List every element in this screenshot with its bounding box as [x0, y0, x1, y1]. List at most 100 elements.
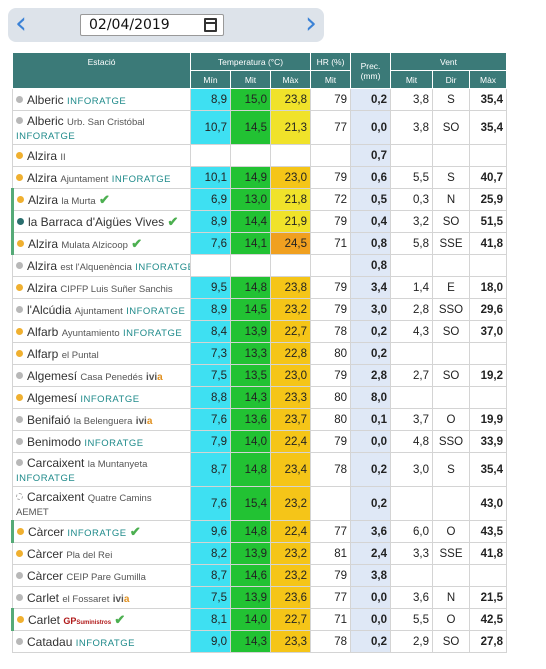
table-row[interactable]: Alfarb Ayuntamiento INFORATGE 8,4 13,9 22,7…	[12, 320, 508, 343]
precipitation-cell: 0,4	[350, 210, 391, 233]
table-row[interactable]: Alzira Mulata Alzicoop ✔ 7,6 14,1 24,5 71 0,8…	[11, 232, 508, 255]
table-row[interactable]: Algemesí Casa Penedés ivia 7,5 13,5 23,0 79 2…	[12, 364, 508, 387]
station-name-cell[interactable]: Catadau INFORATGE	[12, 630, 191, 653]
header-prec: Prec. (mm)	[350, 52, 391, 89]
humidity-cell: 79	[310, 210, 351, 233]
date-input[interactable]: 02/04/2019	[80, 14, 224, 36]
table-row[interactable]: Càrcer INFORATGE ✔ 9,6 14,8 22,4 77 3,6 6,0 O 43…	[11, 520, 508, 543]
temp-min-cell: 8,7	[190, 452, 231, 487]
table-row[interactable]: Alfarp el Puntal 7,3 13,3 22,8 80 0,2	[12, 342, 508, 365]
station-name-cell[interactable]: Càrcer Pla del Rei	[12, 542, 191, 565]
wind-max-cell: 51,5	[468, 210, 508, 233]
table-row[interactable]: la Barraca d'Aigües Vives ✔ 8,9 14,4 21,9 79…	[11, 210, 508, 233]
precipitation-cell: 0,2	[350, 320, 391, 343]
table-row[interactable]: Benifaió la Belenguera ivia 7,6 13,6 23,7 80…	[12, 408, 508, 431]
temp-mit-cell: 13,9	[230, 320, 271, 343]
table-row[interactable]: Carlet el Fossaret ivia 7,5 13,9 23,6 77 0,0 3…	[12, 586, 508, 609]
header-vent-dir: Dir	[432, 70, 470, 89]
station-name-cell[interactable]: Alberic INFORATGE	[12, 88, 191, 111]
inforatge-badge: INFORATGE	[16, 472, 76, 484]
station-name-cell[interactable]: la Barraca d'Aigües Vives ✔	[11, 210, 191, 233]
table-row[interactable]: Alzira est l'Alquenència INFORATGE 0,8	[12, 254, 508, 277]
ivia-logo: ivia	[146, 372, 163, 383]
humidity-cell: 79	[310, 564, 351, 587]
station-status-dot	[16, 349, 23, 357]
table-row[interactable]: Carlet GPSuministros ✔ 8,1 14,0 22,7 71 0,0 5,…	[11, 608, 508, 631]
station-name-cell[interactable]: Càrcer CEIP Pare Gumilla	[12, 564, 191, 587]
station-name-cell[interactable]: l'Alcúdia Ajuntament INFORATGE	[12, 298, 191, 321]
station-name-cell[interactable]: Alfarp el Puntal	[12, 342, 191, 365]
station-name: Càrcer	[27, 568, 64, 583]
precipitation-cell: 0,0	[350, 110, 391, 145]
table-row[interactable]: Càrcer Pla del Rei 8,2 13,9 23,2 81 2,4 3,3 SSE…	[12, 542, 508, 565]
station-name-cell[interactable]: Carcaixent Quatre Camins AEMET	[12, 486, 191, 521]
station-name-cell[interactable]: Alzira est l'Alquenència INFORATGE	[12, 254, 191, 277]
station-name-cell[interactable]: Benifaió la Belenguera ivia	[12, 408, 191, 431]
temp-max-cell: 23,6	[270, 586, 311, 609]
wind-avg-cell: 3,2	[390, 210, 433, 233]
temp-min-cell: 8,7	[190, 564, 231, 587]
calendar-icon[interactable]	[204, 18, 217, 32]
table-row[interactable]: Alzira II 0,7	[12, 144, 508, 167]
temp-min-cell	[190, 144, 231, 167]
table-row[interactable]: Alzira Ajuntament INFORATGE 10,1 14,9 23,0 7…	[12, 166, 508, 189]
station-name-cell[interactable]: Alfarb Ayuntamiento INFORATGE	[12, 320, 191, 343]
chevron-left-icon[interactable]: ‹	[15, 6, 27, 41]
station-location: CIPFP Luis Suñer Sanchis	[60, 283, 173, 295]
station-status-dot	[16, 437, 23, 445]
temp-max-cell: 22,8	[270, 342, 311, 365]
station-name-cell[interactable]: Algemesí Casa Penedés ivia	[12, 364, 191, 387]
temp-mit-cell: 13,9	[230, 586, 271, 609]
station-name-cell[interactable]: Carlet GPSuministros ✔	[11, 608, 191, 631]
temp-max-cell	[270, 254, 311, 277]
table-row[interactable]: Càrcer CEIP Pare Gumilla 8,7 14,6 23,2 79 3,8	[12, 564, 508, 587]
wind-direction-cell: S	[432, 166, 470, 189]
station-name-cell[interactable]: Alberic Urb. San Cristóbal INFORATGE	[12, 110, 191, 145]
temp-max-cell: 23,8	[270, 276, 311, 299]
station-status-dot	[17, 239, 24, 247]
wind-max-cell: 41,8	[468, 542, 508, 565]
station-location: Mulata Alzicoop	[61, 239, 128, 251]
checkmark-icon: ✔	[167, 213, 179, 229]
wind-avg-cell: 1,4	[390, 276, 433, 299]
header-temp-min: Mín	[190, 70, 231, 89]
wind-direction-cell: SO	[432, 320, 470, 343]
table-row[interactable]: Alzira la Murta ✔ 6,9 13,0 21,8 72 0,5 0,3 N 25,…	[11, 188, 508, 211]
station-name-cell[interactable]: Algemesí INFORATGE	[12, 386, 191, 409]
station-name-cell[interactable]: Alzira la Murta ✔	[11, 188, 191, 211]
station-name-cell[interactable]: Alzira Mulata Alzicoop ✔	[11, 232, 191, 255]
station-name-cell[interactable]: Càrcer INFORATGE ✔	[11, 520, 191, 543]
station-name-cell[interactable]: Alzira II	[12, 144, 191, 167]
station-name-cell[interactable]: Benimodo INFORATGE	[12, 430, 191, 453]
header-vent-max: Màx	[468, 70, 508, 89]
table-row[interactable]: Carcaixent la Muntanyeta INFORATGE 8,7 14,…	[12, 452, 508, 487]
station-name-cell[interactable]: Alzira CIPFP Luis Suñer Sanchis	[12, 276, 191, 299]
table-row[interactable]: Catadau INFORATGE 9,0 14,3 23,3 78 0,2 2,9 SO 27…	[12, 630, 508, 653]
temp-min-cell: 9,5	[190, 276, 231, 299]
table-row[interactable]: Alberic INFORATGE 8,9 15,0 23,8 79 0,2 3,8 S 35,…	[12, 88, 508, 111]
station-name: l'Alcúdia	[27, 302, 72, 317]
table-row[interactable]: Alzira CIPFP Luis Suñer Sanchis 9,5 14,8 23…	[12, 276, 508, 299]
table-row[interactable]: l'Alcúdia Ajuntament INFORATGE 8,9 14,5 23,…	[12, 298, 508, 321]
table-row[interactable]: Carcaixent Quatre Camins AEMET 7,6 15,4 23,2…	[12, 486, 508, 521]
temp-max-cell: 21,8	[270, 188, 311, 211]
station-name-cell[interactable]: Carlet el Fossaret ivia	[12, 586, 191, 609]
station-status-dot	[16, 371, 23, 379]
wind-max-cell: 29,6	[468, 298, 508, 321]
chevron-right-icon[interactable]: ›	[305, 6, 317, 41]
station-name-cell[interactable]: Carcaixent la Muntanyeta INFORATGE	[12, 452, 191, 487]
station-name: Carcaixent	[27, 455, 85, 470]
wind-avg-cell	[390, 342, 433, 365]
wind-direction-cell: SO	[432, 210, 470, 233]
wind-avg-cell: 3,3	[390, 542, 433, 565]
station-location: la Belenguera	[73, 415, 133, 427]
wind-direction-cell: SSE	[432, 232, 470, 255]
inforatge-badge: INFORATGE	[135, 261, 191, 273]
station-name-cell[interactable]: Alzira Ajuntament INFORATGE	[12, 166, 191, 189]
table-row[interactable]: Alberic Urb. San Cristóbal INFORATGE 10,7…	[12, 110, 508, 145]
table-row[interactable]: Benimodo INFORATGE 7,9 14,0 22,4 79 0,0 4,8 SSO…	[12, 430, 508, 453]
temp-max-cell: 23,0	[270, 364, 311, 387]
precipitation-cell: 8,0	[350, 386, 391, 409]
table-row[interactable]: Algemesí INFORATGE 8,8 14,3 23,3 80 8,0	[12, 386, 508, 409]
temp-max-cell: 23,7	[270, 408, 311, 431]
